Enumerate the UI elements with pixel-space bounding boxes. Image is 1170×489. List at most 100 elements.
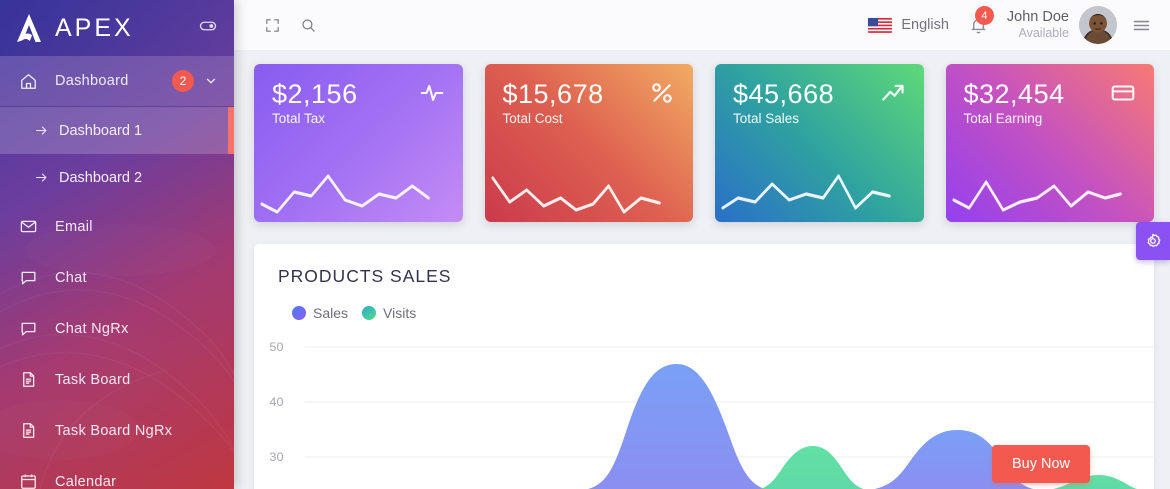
mail-icon: [19, 217, 41, 236]
sidebar-subitem-label: Dashboard 2: [59, 169, 143, 186]
arrow-right-icon: [34, 123, 49, 138]
sidebar-item-label: Email: [55, 218, 93, 235]
sidebar-item-label: Task Board: [55, 371, 131, 388]
sidebar-logo-text: APEX: [55, 13, 134, 42]
card-top: $2,156 Total Tax: [254, 64, 463, 126]
legend-item-visits[interactable]: Visits: [362, 305, 416, 321]
sidebar-nav: Dashboard 2 Dashboard 1 Dashboard 2: [0, 56, 234, 489]
document-icon: [19, 421, 41, 440]
main-area: English 4 John Doe Available: [234, 0, 1170, 489]
svg-text:30: 30: [269, 450, 283, 464]
card-amount: $15,678: [502, 79, 604, 109]
card-sparkline: [721, 174, 891, 210]
sidebar-item-chat[interactable]: Chat: [0, 252, 234, 303]
stat-cards-row: $2,156 Total Tax: [254, 63, 1154, 222]
user-name: John Doe: [1006, 9, 1069, 26]
card-sparkline: [490, 176, 661, 214]
chart-legend: Sales Visits: [254, 287, 1154, 321]
sidebar-item-chat-ngrx[interactable]: Chat NgRx: [0, 303, 234, 354]
chat-icon: [19, 319, 41, 338]
gear-icon: [1147, 233, 1161, 248]
card-text: $32,454 Total Earning: [963, 79, 1065, 127]
sidebar-item-task-board[interactable]: Task Board: [0, 354, 234, 405]
card-top: $15,678 Total Cost: [485, 64, 694, 126]
card-label: Total Sales: [733, 111, 800, 127]
chart-series-visits-2: [1053, 475, 1137, 489]
user-status: Available: [1018, 26, 1069, 41]
pulse-icon: [419, 80, 445, 111]
page-title: PRODUCTS SALES: [278, 266, 452, 286]
legend-dot-visits: [362, 306, 377, 320]
svg-text:50: 50: [269, 340, 283, 354]
card-text: $15,678 Total Cost: [502, 79, 604, 127]
sidebar-item-dashboard[interactable]: Dashboard 2: [0, 56, 234, 107]
percent-icon: [649, 80, 675, 111]
settings-tab-button[interactable]: [1136, 222, 1170, 260]
sidebar-item-label: Dashboard: [55, 73, 129, 89]
sidebar-item-label: Chat NgRx: [55, 320, 129, 337]
stat-card-total-earning[interactable]: $32,454 Total Earning: [945, 64, 1155, 222]
dashboard-badge: 2: [172, 70, 194, 92]
stat-card-total-sales[interactable]: $45,668 Total Sales: [715, 64, 924, 222]
search-icon[interactable]: [290, 7, 326, 43]
sidebar-item-calendar[interactable]: Calendar: [0, 456, 234, 489]
chat-icon: [19, 268, 41, 287]
card-amount: $45,668: [733, 79, 835, 109]
products-sales-chart: 50 40 30 Buy Now: [254, 331, 1154, 489]
user-menu[interactable]: John Doe Available: [1007, 6, 1117, 44]
card-amount: $2,156: [272, 79, 358, 109]
sidebar-item-label: Chat: [55, 269, 87, 286]
chart-y-axis-labels: 50 40 30: [269, 340, 283, 464]
sidebar-subitem-dashboard-1[interactable]: Dashboard 1: [0, 107, 234, 154]
legend-dot-sales: [292, 306, 306, 320]
calendar-icon: [19, 472, 41, 489]
sidebar: APEX Dashboard 2: [0, 0, 234, 489]
legend-item-sales[interactable]: Sales: [292, 305, 348, 321]
avatar[interactable]: [1079, 6, 1117, 44]
products-sales-panel: PRODUCTS SALES Sales Visits: [254, 244, 1154, 489]
legend-label: Visits: [383, 305, 417, 321]
sidebar-item-label: Task Board NgRx: [55, 422, 173, 439]
notifications-button[interactable]: 4: [957, 5, 1001, 45]
card-top: $32,454 Total Earning: [946, 64, 1155, 126]
arrow-right-icon: [34, 170, 49, 185]
apex-logo-icon: [14, 12, 44, 44]
sidebar-header: APEX: [0, 0, 234, 56]
language-label: English: [901, 17, 949, 33]
sidebar-item-task-board-ngrx[interactable]: Task Board NgRx: [0, 405, 234, 456]
card-amount: $32,454: [963, 79, 1065, 109]
user-info: John Doe Available: [1007, 9, 1069, 40]
chart-series-sales: [587, 363, 766, 489]
notification-badge: 4: [974, 6, 994, 25]
stat-card-total-cost[interactable]: $15,678 Total Cost: [484, 64, 694, 222]
card-top: $45,668 Total Sales: [715, 64, 924, 126]
fullscreen-icon[interactable]: [254, 7, 290, 43]
buy-now-button[interactable]: Buy Now: [991, 445, 1090, 483]
content-scroll-area: $2,156 Total Tax: [234, 51, 1170, 489]
sidebar-item-label: Calendar: [55, 473, 117, 489]
sidebar-item-email[interactable]: Email: [0, 201, 234, 252]
hamburger-menu-icon[interactable]: [1131, 15, 1152, 36]
sidebar-subitem-label: Dashboard 1: [59, 122, 143, 139]
sidebar-subitem-dashboard-2[interactable]: Dashboard 2: [0, 154, 234, 201]
card-text: $45,668 Total Sales: [733, 79, 835, 127]
chevron-down-icon[interactable]: [204, 74, 218, 88]
card-label: Total Tax: [272, 111, 326, 127]
stat-card-total-tax[interactable]: $2,156 Total Tax: [254, 64, 463, 222]
card-label: Total Cost: [502, 111, 563, 127]
svg-text:40: 40: [269, 395, 283, 409]
card-sparkline: [260, 174, 430, 214]
home-icon: [19, 72, 41, 91]
trend-up-icon: [880, 80, 906, 111]
card-sparkline: [951, 180, 1122, 212]
legend-label: Sales: [313, 305, 349, 321]
eye-toggle-icon[interactable]: [198, 16, 218, 41]
card-label: Total Earning: [963, 111, 1043, 127]
document-icon: [19, 370, 41, 389]
credit-card-icon: [1110, 80, 1136, 111]
topbar: English 4 John Doe Available: [234, 0, 1170, 51]
language-selector[interactable]: English: [868, 17, 949, 33]
card-text: $2,156 Total Tax: [272, 79, 358, 127]
chart-series-visits: [759, 446, 864, 489]
